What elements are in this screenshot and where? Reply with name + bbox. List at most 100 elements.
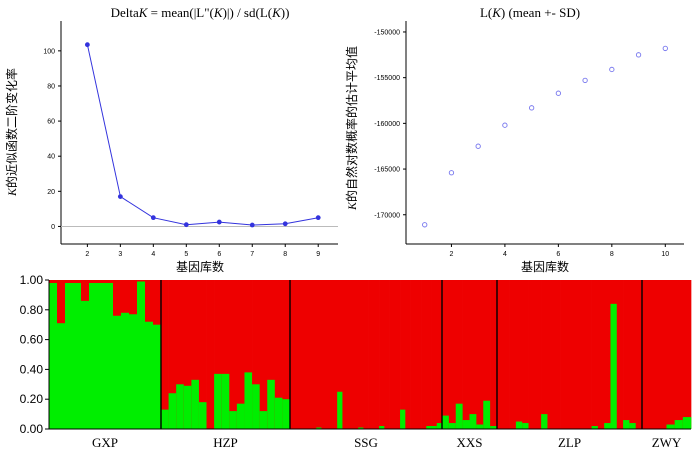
structure-bar-cluster1 (65, 282, 74, 429)
structure-bar-cluster2 (191, 280, 200, 429)
structure-bar-cluster1 (591, 426, 599, 429)
structure-bar-cluster2 (405, 280, 411, 429)
structure-bar-cluster1 (490, 426, 498, 429)
structure-bar-cluster2 (462, 280, 470, 429)
delta-k-x-tick-label: 3 (118, 251, 122, 258)
structure-bar-cluster2 (431, 280, 438, 429)
structure-bar-cluster2 (389, 280, 396, 429)
structure-bar-cluster1 (176, 384, 185, 429)
group-label: ZWY (652, 435, 682, 450)
structure-bar-cluster1 (236, 403, 245, 429)
delta-k-y-tick-label: 0 (51, 224, 55, 231)
structure-bar-cluster2 (290, 280, 296, 429)
group-label: ZLP (558, 435, 581, 450)
lk-y-tick-label: -160000 (374, 121, 400, 128)
structure-bar-cluster1 (522, 423, 529, 429)
structure-bar-cluster2 (379, 280, 385, 429)
structure-bar-cluster2 (305, 280, 312, 429)
lk-point (422, 222, 428, 228)
structure-bar-cluster2 (483, 280, 491, 429)
structure-bar-cluster2 (300, 280, 307, 429)
structure-bar-cluster1 (476, 424, 484, 429)
structure-bar-cluster2 (321, 280, 328, 429)
structure-bar-cluster2 (259, 280, 268, 429)
structure-bar-cluster2 (214, 280, 223, 429)
structure-bar-cluster1 (282, 399, 291, 429)
structure-bar-cluster2 (384, 280, 390, 429)
structure-y-tick-label: 0.80 (20, 303, 44, 317)
delta-k-x-tick-label: 8 (283, 251, 287, 258)
structure-bar-cluster2 (469, 280, 477, 429)
structure-bar-cluster1 (455, 403, 463, 429)
delta-k-x-tick-label: 9 (316, 251, 320, 258)
structure-bar-cluster2 (337, 280, 343, 429)
structure-bar-cluster1 (448, 423, 457, 429)
structure-bar-cluster2 (331, 280, 338, 429)
delta-k-point (183, 222, 189, 228)
structure-bar-cluster1 (610, 303, 618, 429)
structure-bar-cluster1 (113, 315, 122, 429)
delta-k-x-tick-label: 5 (184, 251, 188, 258)
structure-bar-cluster2 (585, 280, 592, 429)
lk-x-tick-label: 4 (503, 251, 507, 258)
structure-bar-cluster2 (476, 280, 484, 429)
structure-bar-cluster1 (267, 379, 276, 429)
structure-bar-cluster2 (629, 280, 637, 429)
structure-bar-cluster1 (73, 282, 82, 429)
delta-k-x-label: 基因库数 (176, 259, 224, 274)
structure-bar-cluster1 (674, 420, 684, 429)
lk-x-tick-label: 10 (661, 251, 669, 258)
structure-bar-cluster2 (161, 280, 169, 429)
structure-bar-cluster2 (541, 280, 548, 429)
structure-bar-cluster2 (373, 280, 380, 429)
lk-point (555, 90, 562, 96)
structure-bar-cluster1 (379, 426, 385, 429)
structure-y-tick-label: 0.00 (20, 422, 44, 436)
structure-bar-cluster2 (342, 280, 349, 429)
structure-bar-cluster2 (658, 280, 667, 429)
structure-bar-cluster1 (161, 409, 169, 429)
structure-bar-cluster2 (509, 280, 517, 429)
structure-bar-cluster2 (244, 280, 253, 429)
structure-bar-cluster2 (455, 280, 463, 429)
structure-bar-cluster2 (534, 280, 542, 429)
structure-bar-cluster2 (560, 280, 567, 429)
structure-bar-cluster2 (415, 280, 422, 429)
structure-bar-cluster1 (274, 397, 283, 429)
structure-bar-cluster2 (436, 280, 443, 429)
structure-bar-cluster1 (623, 420, 630, 429)
group-label: XXS (456, 435, 482, 450)
structure-y-tick-label: 1.00 (20, 273, 44, 287)
lk-point (448, 170, 455, 176)
structure-bar-cluster1 (137, 281, 146, 429)
structure-bar-cluster1 (252, 384, 260, 429)
delta-k-y-tick-label: 40 (47, 154, 55, 161)
structure-bar-cluster1 (153, 324, 162, 429)
delta-k-point (315, 215, 321, 221)
lk-x-label: 基因库数 (521, 259, 569, 274)
delta-k-point (216, 219, 222, 225)
structure-bar-cluster1 (259, 411, 268, 429)
structure-bar-cluster2 (515, 280, 523, 429)
structure-bar-cluster2 (528, 280, 536, 429)
structure-y-tick-label: 0.20 (20, 392, 44, 406)
structure-bar-cluster1 (129, 314, 138, 429)
structure-bar-cluster2 (547, 280, 555, 429)
structure-bar-cluster2 (674, 280, 684, 429)
structure-bar-cluster2 (168, 280, 177, 429)
lk-x-tick-label: 2 (449, 251, 453, 258)
structure-bar-cluster1 (168, 393, 177, 429)
structure-bar-cluster2 (267, 280, 276, 429)
structure-bar-cluster1 (462, 420, 470, 429)
structure-bar-cluster1 (483, 400, 491, 429)
structure-bar-cluster2 (229, 280, 238, 429)
structure-bar-cluster2 (295, 280, 301, 429)
structure-bar-cluster2 (358, 280, 364, 429)
delta-k-x-tick-label: 2 (85, 251, 89, 258)
structure-bar-cluster1 (515, 421, 523, 429)
structure-bar-cluster1 (89, 282, 98, 429)
structure-bar-cluster2 (497, 280, 504, 429)
structure-bar-cluster2 (623, 280, 630, 429)
lk-panel: L(K) (mean +- SD) -150000 -155000 -160000 -… (344, 5, 684, 274)
structure-bar-cluster2 (597, 280, 605, 429)
